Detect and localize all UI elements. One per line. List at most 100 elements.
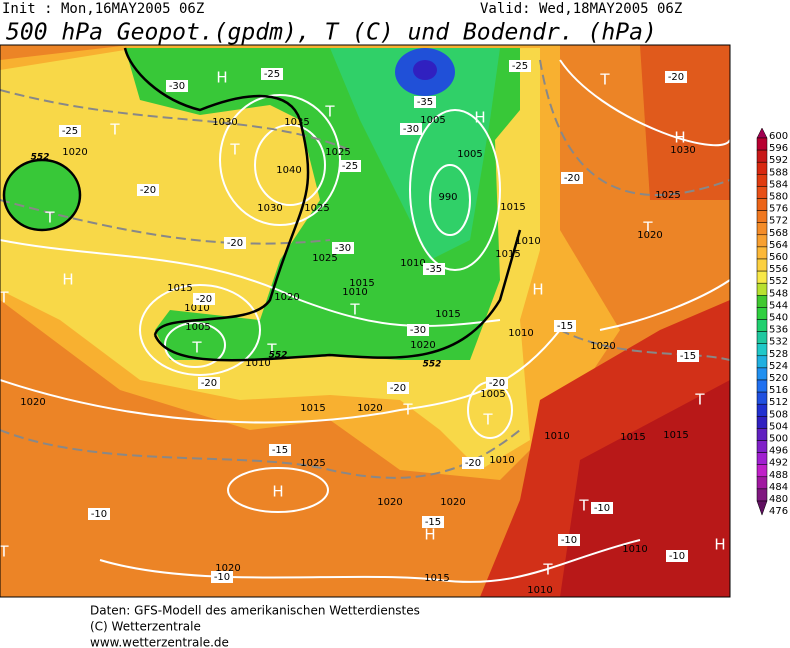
temperature-label-box bbox=[59, 125, 81, 137]
isobar-label: 1020 bbox=[410, 340, 435, 351]
colorbar-label: 508 bbox=[769, 409, 788, 420]
colorbar-swatch bbox=[756, 464, 768, 478]
colorbar-swatch bbox=[756, 270, 768, 284]
isobar-label: 1035 bbox=[284, 117, 309, 128]
isobar-label: 1010 bbox=[245, 358, 270, 369]
temperature-label: -30 bbox=[335, 243, 351, 254]
temperature-label: -35 bbox=[417, 97, 433, 108]
isobar-label: 1025 bbox=[304, 203, 329, 214]
colorbar-label: 528 bbox=[769, 349, 788, 360]
field-orange-dark bbox=[640, 45, 730, 200]
isobar-label: 1020 bbox=[590, 341, 615, 352]
colorbar-swatch bbox=[756, 282, 768, 296]
temperature-label: -20 bbox=[196, 294, 212, 305]
colorbar-label: 512 bbox=[769, 397, 788, 408]
pressure-symbol: T bbox=[642, 219, 653, 237]
colorbar-label: 532 bbox=[769, 337, 788, 348]
colorbar-swatch bbox=[756, 488, 768, 502]
isobar-label: 1010 bbox=[544, 431, 569, 442]
isobar-label: 1015 bbox=[435, 309, 460, 320]
isobar-label: 1010 bbox=[400, 258, 425, 269]
isobar-label: 1025 bbox=[312, 253, 337, 264]
isobar-label: 1015 bbox=[167, 283, 192, 294]
pressure-symbol: T bbox=[578, 497, 589, 515]
geopotential-label: 552 bbox=[31, 153, 50, 163]
colorbar-label: 540 bbox=[769, 313, 788, 324]
temperature-label-box bbox=[407, 324, 429, 336]
pressure-symbol: T bbox=[542, 561, 553, 579]
colorbar-label: 536 bbox=[769, 325, 788, 336]
colorbar-label: 556 bbox=[769, 264, 788, 275]
pressure-symbol: T bbox=[324, 103, 335, 121]
colorbar-cap bbox=[756, 500, 768, 516]
temperature-label-box bbox=[166, 80, 188, 92]
pressure-symbol: H bbox=[532, 281, 543, 299]
isobar-label: 1020 bbox=[215, 563, 240, 574]
geopotential-label: 552 bbox=[423, 360, 442, 370]
pressure-symbol: T bbox=[599, 71, 610, 89]
colorbar-swatch bbox=[756, 391, 768, 405]
isobar-label: 1020 bbox=[440, 497, 465, 508]
isobar-label: 1020 bbox=[274, 292, 299, 303]
colorbar-swatch bbox=[756, 452, 768, 465]
colorbar-swatch bbox=[756, 258, 768, 272]
footer-line: (C) Wetterzentrale bbox=[90, 620, 201, 634]
field-deep-blue bbox=[413, 60, 437, 80]
isobar-label: 1025 bbox=[655, 190, 680, 201]
temperature-label: -20 bbox=[564, 173, 580, 184]
isobar-label: 1015 bbox=[620, 432, 645, 443]
colorbar-swatch bbox=[756, 222, 768, 236]
colorbar-label: 484 bbox=[769, 482, 788, 493]
temperature-label: -20 bbox=[489, 378, 505, 389]
pressure-symbol: T bbox=[402, 401, 413, 419]
colorbar-swatch bbox=[756, 161, 768, 175]
temperature-label: -25 bbox=[62, 126, 78, 137]
pressure-symbol: H bbox=[474, 109, 485, 127]
isotherms bbox=[0, 59, 730, 479]
map-frame bbox=[0, 44, 731, 598]
isobar-label: 1020 bbox=[357, 403, 382, 414]
temperature-label: -20 bbox=[668, 72, 684, 83]
temperature-label-box bbox=[554, 320, 576, 332]
isobar-label: 1010 bbox=[184, 303, 209, 314]
temperature-label-box bbox=[269, 444, 291, 456]
temperature-label: -10 bbox=[594, 503, 610, 514]
isobar-label: 1010 bbox=[515, 236, 540, 247]
colorbar-label: 576 bbox=[769, 204, 788, 215]
pressure-symbol: H bbox=[674, 129, 685, 147]
temperature-label: -25 bbox=[512, 61, 528, 72]
pressure-symbol: H bbox=[424, 526, 435, 544]
temperature-label: -15 bbox=[680, 351, 696, 362]
colorbar-swatch bbox=[756, 174, 768, 187]
temperature-label-box bbox=[332, 242, 354, 254]
pressure-symbol: T bbox=[694, 391, 705, 409]
footer-line: www.wetterzentrale.de bbox=[90, 636, 229, 648]
temperature-label-box bbox=[666, 550, 688, 562]
isobar-label: 1010 bbox=[622, 544, 647, 555]
colorbar-swatch bbox=[756, 379, 768, 393]
pressure-symbol: T bbox=[0, 289, 9, 307]
colorbar-label: 584 bbox=[769, 179, 788, 190]
pressure-symbol: H bbox=[216, 69, 227, 87]
temperature-label-box bbox=[339, 160, 361, 172]
temperature-label: -30 bbox=[410, 325, 426, 336]
temperature-label-box bbox=[423, 263, 445, 275]
isobar-label: 1020 bbox=[637, 230, 662, 241]
temperature-label: -10 bbox=[561, 535, 577, 546]
temperature-label-box bbox=[224, 237, 246, 249]
colorbar-label: 552 bbox=[769, 276, 788, 287]
footer-line: Daten: GFS-Modell des amerikanischen Wet… bbox=[90, 604, 420, 618]
isobar-label: 1020 bbox=[20, 397, 45, 408]
colorbar-swatch bbox=[756, 307, 768, 320]
colorbar-swatch bbox=[756, 295, 768, 308]
isobar-label: 1010 bbox=[508, 328, 533, 339]
colorbar-label: 488 bbox=[769, 470, 788, 481]
temperature-label-box bbox=[422, 516, 444, 528]
colorbar-label: 480 bbox=[769, 494, 788, 505]
temperature-label-box bbox=[591, 502, 613, 514]
colorbar-swatch bbox=[756, 403, 768, 417]
isobar-label: 1015 bbox=[495, 249, 520, 260]
temperature-label: -30 bbox=[403, 124, 419, 135]
